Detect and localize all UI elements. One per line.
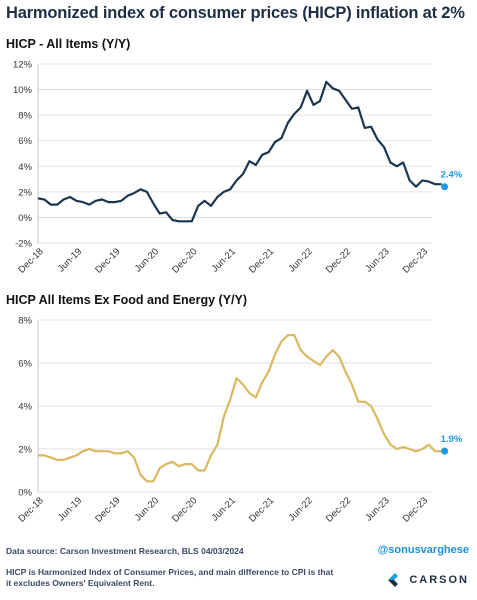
end-point-marker <box>441 183 449 191</box>
x-tick-label: Dec-23 <box>401 495 430 524</box>
y-tick-label: 6% <box>18 359 32 370</box>
x-tick-label: Dec-22 <box>324 246 353 275</box>
y-tick-label: 2% <box>18 445 32 456</box>
x-tick-label: Dec-19 <box>93 246 122 275</box>
x-tick-label: Jun-22 <box>287 495 315 523</box>
y-tick-label: 4% <box>18 402 32 413</box>
x-tick-label: Jun-22 <box>287 246 315 274</box>
y-tick-label: 6% <box>18 136 32 147</box>
end-point-marker <box>441 447 449 455</box>
logo-text: CARSON <box>409 574 469 586</box>
chart-title-headline: HICP - All Items (Y/Y) <box>6 37 131 51</box>
carson-logo: CARSON <box>386 571 469 589</box>
x-tick-label: Dec-18 <box>16 495 45 524</box>
main-title: Harmonized index of consumer prices (HIC… <box>6 4 465 22</box>
x-tick-label: Jun-19 <box>56 246 84 274</box>
y-tick-label: 2% <box>18 187 32 198</box>
carson-logo-icon <box>388 573 399 587</box>
x-tick-label: Jun-21 <box>210 246 238 274</box>
x-tick-label: Dec-18 <box>16 246 45 275</box>
x-tick-label: Dec-23 <box>401 246 430 275</box>
y-tick-label: 10% <box>13 85 33 96</box>
x-tick-label: Dec-20 <box>170 246 199 275</box>
x-tick-label: Jun-23 <box>363 246 391 274</box>
y-tick-label: 0% <box>18 488 32 499</box>
x-tick-label: Jun-19 <box>56 495 84 523</box>
twitter-handle[interactable]: @sonusvarghese <box>377 544 469 556</box>
x-tick-label: Dec-21 <box>247 495 276 524</box>
x-tick-label: Jun-20 <box>133 495 161 523</box>
x-tick-label: Dec-20 <box>170 495 199 524</box>
core-hicp-chart: 0% 2% 4% 6% 8% Dec-18 Jun-19 Dec-19 Jun-20 Dec-20… <box>16 316 463 525</box>
headline-hicp-chart: -2% 0% 2% 4% 6% 8% 10% 12% Dec-18 Jun-19 Dec-19 Jun… <box>13 60 463 276</box>
y-tick-label: 12% <box>13 60 33 71</box>
chart-title-core: HICP All Items Ex Food and Energy (Y/Y) <box>6 293 248 307</box>
y-tick-label: -2% <box>15 239 32 250</box>
x-tick-label: Dec-21 <box>247 246 276 275</box>
end-value-label: 2.4% <box>441 170 463 181</box>
y-tick-label: 0% <box>18 213 32 224</box>
end-value-label: 1.9% <box>441 434 463 445</box>
x-tick-label: Dec-22 <box>324 495 353 524</box>
data-source: Data source: Carson Investment Research,… <box>6 546 244 556</box>
y-tick-label: 8% <box>18 316 32 327</box>
y-tick-label: 4% <box>18 162 32 173</box>
x-tick-label: Jun-21 <box>210 495 238 523</box>
series-line <box>38 334 442 483</box>
series-line <box>37 80 442 223</box>
y-tick-label: 8% <box>18 111 32 122</box>
footnote: HICP is Harmonized Index of Consumer Pri… <box>6 567 334 588</box>
x-tick-label: Jun-23 <box>363 495 391 523</box>
x-tick-label: Dec-19 <box>93 495 122 524</box>
x-tick-label: Jun-20 <box>133 246 161 274</box>
